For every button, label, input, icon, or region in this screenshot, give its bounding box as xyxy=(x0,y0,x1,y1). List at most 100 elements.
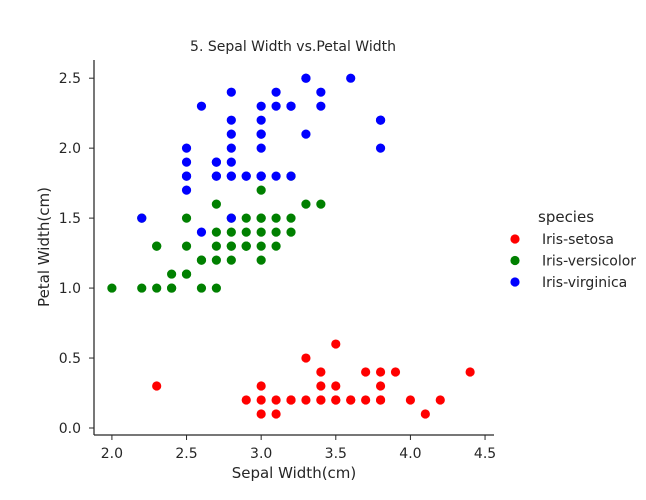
data-point-iris-virginica xyxy=(226,87,236,97)
data-point-iris-setosa xyxy=(420,409,430,419)
data-point-iris-setosa xyxy=(375,381,386,391)
data-point-iris-versicolor xyxy=(256,185,266,195)
data-point-iris-versicolor xyxy=(256,255,266,265)
data-point-iris-virginica xyxy=(256,171,266,181)
x-tick-label: 3.5 xyxy=(325,446,347,462)
data-point-iris-versicolor xyxy=(226,241,236,251)
data-point-iris-versicolor xyxy=(211,241,221,251)
y-tick-label: 0.0 xyxy=(59,421,81,437)
data-point-iris-versicolor xyxy=(241,213,251,223)
data-point-iris-setosa xyxy=(256,395,266,405)
data-point-iris-virginica xyxy=(286,171,296,181)
data-point-iris-virginica xyxy=(137,213,147,223)
data-point-iris-versicolor xyxy=(152,283,162,293)
data-point-iris-virginica xyxy=(316,101,326,111)
data-point-iris-virginica xyxy=(226,143,236,153)
data-point-iris-versicolor xyxy=(316,199,326,209)
legend: species Iris-setosa Iris-versicolor Iris-v… xyxy=(510,208,636,291)
y-tick-label: 2.5 xyxy=(59,71,81,87)
legend-title: species xyxy=(538,208,594,226)
data-point-iris-versicolor xyxy=(241,241,251,251)
x-axis-ticks: 2.0 2.5 3.0 3.5 4.0 4.5 xyxy=(101,435,496,462)
data-point-iris-setosa xyxy=(346,395,356,405)
data-point-iris-virginica xyxy=(211,157,221,167)
data-point-iris-setosa xyxy=(256,381,266,391)
data-point-iris-setosa xyxy=(361,367,371,377)
data-point-iris-virginica xyxy=(181,171,192,181)
data-point-iris-versicolor xyxy=(196,255,207,265)
data-point-iris-setosa xyxy=(465,367,475,377)
data-point-iris-setosa xyxy=(271,409,281,419)
data-point-iris-versicolor xyxy=(211,227,221,237)
data-point-iris-versicolor xyxy=(211,283,221,293)
data-point-iris-virginica xyxy=(181,157,192,167)
y-tick-label: 0.5 xyxy=(59,351,81,367)
x-tick-label: 3.0 xyxy=(250,446,272,462)
y-tick-label: 1.5 xyxy=(59,211,81,227)
legend-marker xyxy=(510,277,520,287)
data-point-iris-setosa xyxy=(435,395,445,405)
data-point-iris-setosa xyxy=(256,409,266,419)
data-point-iris-versicolor xyxy=(196,283,207,293)
legend-label: Iris-virginica xyxy=(542,275,627,291)
x-tick-label: 4.0 xyxy=(399,446,421,462)
data-point-iris-virginica xyxy=(271,101,281,111)
data-point-iris-versicolor xyxy=(107,283,117,293)
data-point-iris-virginica xyxy=(226,129,236,139)
data-point-iris-setosa xyxy=(405,395,416,405)
y-axis-label: Petal Width(cm) xyxy=(35,187,53,307)
data-point-iris-setosa xyxy=(271,395,281,405)
data-point-iris-versicolor xyxy=(271,213,281,223)
x-tick-label: 2.0 xyxy=(101,446,123,462)
x-tick-label: 2.5 xyxy=(175,446,197,462)
legend-marker xyxy=(510,234,520,244)
data-point-iris-versicolor xyxy=(271,241,281,251)
data-point-iris-versicolor xyxy=(241,227,251,237)
data-point-iris-setosa xyxy=(375,395,386,405)
data-point-iris-versicolor xyxy=(137,283,147,293)
data-point-iris-versicolor xyxy=(167,283,177,293)
legend-marker xyxy=(510,255,520,266)
data-point-iris-virginica xyxy=(211,171,221,181)
data-point-iris-virginica xyxy=(271,87,281,97)
data-point-iris-setosa xyxy=(301,353,311,363)
data-point-iris-versicolor xyxy=(167,269,177,279)
data-point-iris-setosa xyxy=(390,367,401,377)
data-point-iris-versicolor xyxy=(181,241,192,251)
data-point-iris-virginica xyxy=(256,101,266,111)
y-tick-label: 1.0 xyxy=(59,281,81,297)
data-point-iris-versicolor xyxy=(181,269,192,279)
x-axis-label: Sepal Width(cm) xyxy=(232,464,357,482)
data-point-iris-setosa xyxy=(331,381,341,391)
data-point-iris-virginica xyxy=(241,171,251,181)
data-point-iris-virginica xyxy=(256,143,266,153)
y-tick-label: 2.0 xyxy=(59,141,81,157)
data-point-iris-virginica xyxy=(181,185,192,195)
data-point-iris-virginica xyxy=(256,115,266,125)
data-point-iris-versicolor xyxy=(211,255,221,265)
data-point-iris-setosa xyxy=(331,339,341,349)
data-point-iris-versicolor xyxy=(181,213,192,223)
data-point-iris-virginica xyxy=(301,73,311,83)
data-point-iris-virginica xyxy=(256,129,266,139)
data-point-iris-versicolor xyxy=(256,241,266,251)
data-point-iris-setosa xyxy=(301,395,311,405)
x-tick-label: 4.5 xyxy=(474,446,496,462)
data-point-iris-versicolor xyxy=(226,255,236,265)
data-point-iris-virginica xyxy=(226,171,236,181)
legend-label: Iris-versicolor xyxy=(542,254,636,270)
data-point-iris-virginica xyxy=(286,101,296,111)
data-point-iris-virginica xyxy=(196,227,207,237)
data-point-iris-versicolor xyxy=(286,227,296,237)
data-point-iris-virginica xyxy=(375,143,386,153)
data-point-iris-virginica xyxy=(346,73,356,83)
chart-title: 5. Sepal Width vs.Petal Width xyxy=(190,39,396,55)
y-axis-ticks: 0.0 0.5 1.0 1.5 2.0 2.5 xyxy=(59,71,94,437)
data-point-iris-setosa xyxy=(152,381,162,391)
legend-label: Iris-setosa xyxy=(542,232,614,248)
data-point-iris-setosa xyxy=(241,395,251,405)
data-point-iris-versicolor xyxy=(271,227,281,237)
data-point-iris-setosa xyxy=(375,367,386,377)
data-point-iris-virginica xyxy=(196,101,207,111)
